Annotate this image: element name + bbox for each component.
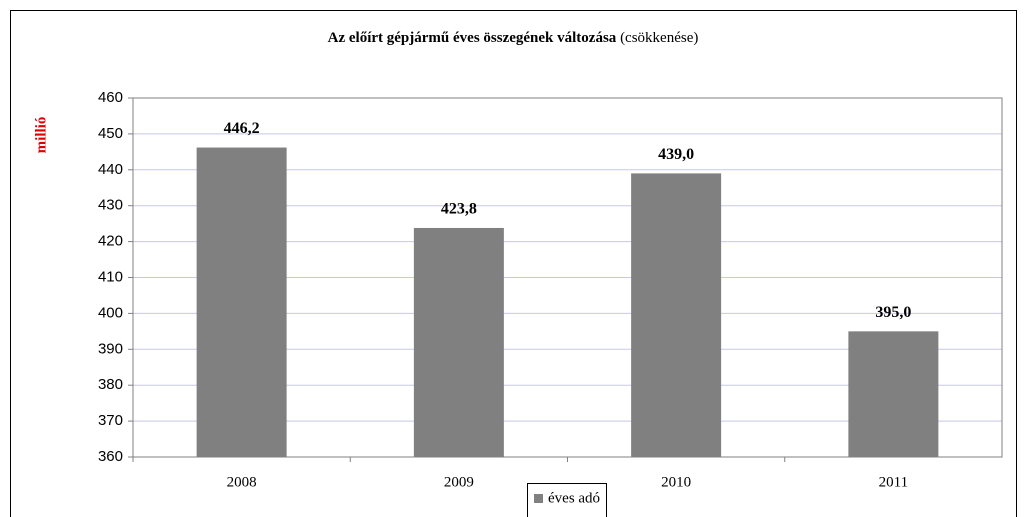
chart-title: Az előírt gépjármű éves összegének válto… xyxy=(328,30,699,46)
y-tick-label: 420 xyxy=(98,233,123,250)
y-tick-label: 380 xyxy=(98,376,123,393)
y-tick-label: 390 xyxy=(98,340,123,357)
legend: éves adó xyxy=(527,483,607,517)
data-label: 395,0 xyxy=(875,304,911,321)
y-tick-label: 440 xyxy=(98,161,123,178)
y-tick-label: 430 xyxy=(98,197,123,214)
y-tick-label: 360 xyxy=(98,448,123,465)
data-label: 423,8 xyxy=(441,201,477,218)
legend-label: éves adó xyxy=(548,490,600,506)
bar xyxy=(413,227,504,457)
bar xyxy=(848,331,939,457)
x-tick-label: 2009 xyxy=(444,474,474,490)
legend-swatch xyxy=(534,494,543,503)
title-main: Az előírt gépjármű éves összegének válto… xyxy=(328,30,617,46)
x-tick-label: 2011 xyxy=(879,474,908,490)
y-tick-label: 410 xyxy=(98,268,123,285)
x-tick-label: 2008 xyxy=(227,474,257,490)
y-axis-label: millió xyxy=(33,117,49,154)
y-tick-label: 370 xyxy=(98,412,123,429)
bar xyxy=(196,147,287,458)
y-tick-label: 400 xyxy=(98,304,123,321)
x-tick-label: 2010 xyxy=(661,474,691,490)
y-tick-label: 450 xyxy=(98,125,123,142)
y-tick-label: 460 xyxy=(98,89,123,106)
bar xyxy=(631,173,722,457)
data-label: 439,0 xyxy=(658,146,694,163)
data-label: 446,2 xyxy=(224,120,260,137)
title-note: (csökkenése) xyxy=(620,30,698,46)
